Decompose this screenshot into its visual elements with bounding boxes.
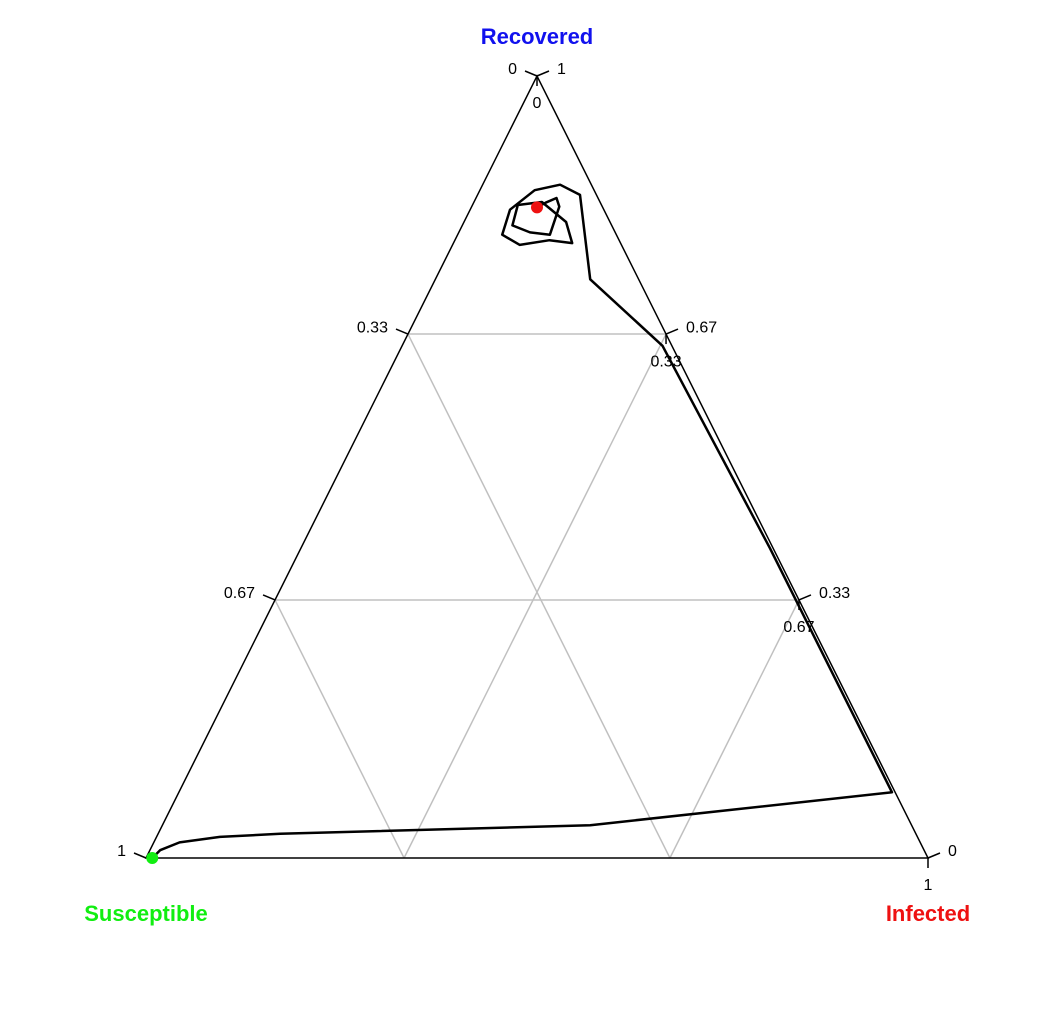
tick-label: 0.33 — [650, 353, 681, 370]
tick-label: 1 — [924, 877, 933, 894]
tick-mark — [524, 70, 538, 77]
tick-label: 0 — [948, 843, 957, 860]
tick-mark — [395, 328, 409, 335]
tick-label: 0.67 — [224, 585, 255, 602]
tick-label: 0.33 — [357, 319, 388, 336]
tick-mark — [536, 70, 550, 77]
grid-line — [403, 333, 667, 859]
tick-mark — [262, 594, 276, 601]
start-point — [146, 852, 159, 864]
trajectory-line — [151, 183, 894, 859]
tick-label: 0.33 — [819, 585, 850, 602]
tick-label: 0.67 — [686, 319, 717, 336]
grid-line — [274, 599, 405, 859]
tick-mark — [133, 852, 147, 859]
tick-label: 1 — [117, 843, 126, 860]
axis-title: Susceptible — [84, 901, 207, 926]
tick-label: 0 — [533, 95, 542, 112]
end-point — [531, 201, 543, 214]
tick-label: 1 — [557, 61, 566, 78]
grid-line — [407, 333, 671, 859]
axis-title: Recovered — [481, 24, 594, 49]
tick-mark — [798, 594, 812, 601]
tick-mark — [665, 328, 679, 335]
axis-title: Infected — [886, 901, 970, 926]
grid-line — [669, 599, 800, 859]
tick-mark — [927, 852, 941, 859]
tick-label: 0 — [508, 61, 517, 78]
ternary-frame — [144, 74, 930, 859]
